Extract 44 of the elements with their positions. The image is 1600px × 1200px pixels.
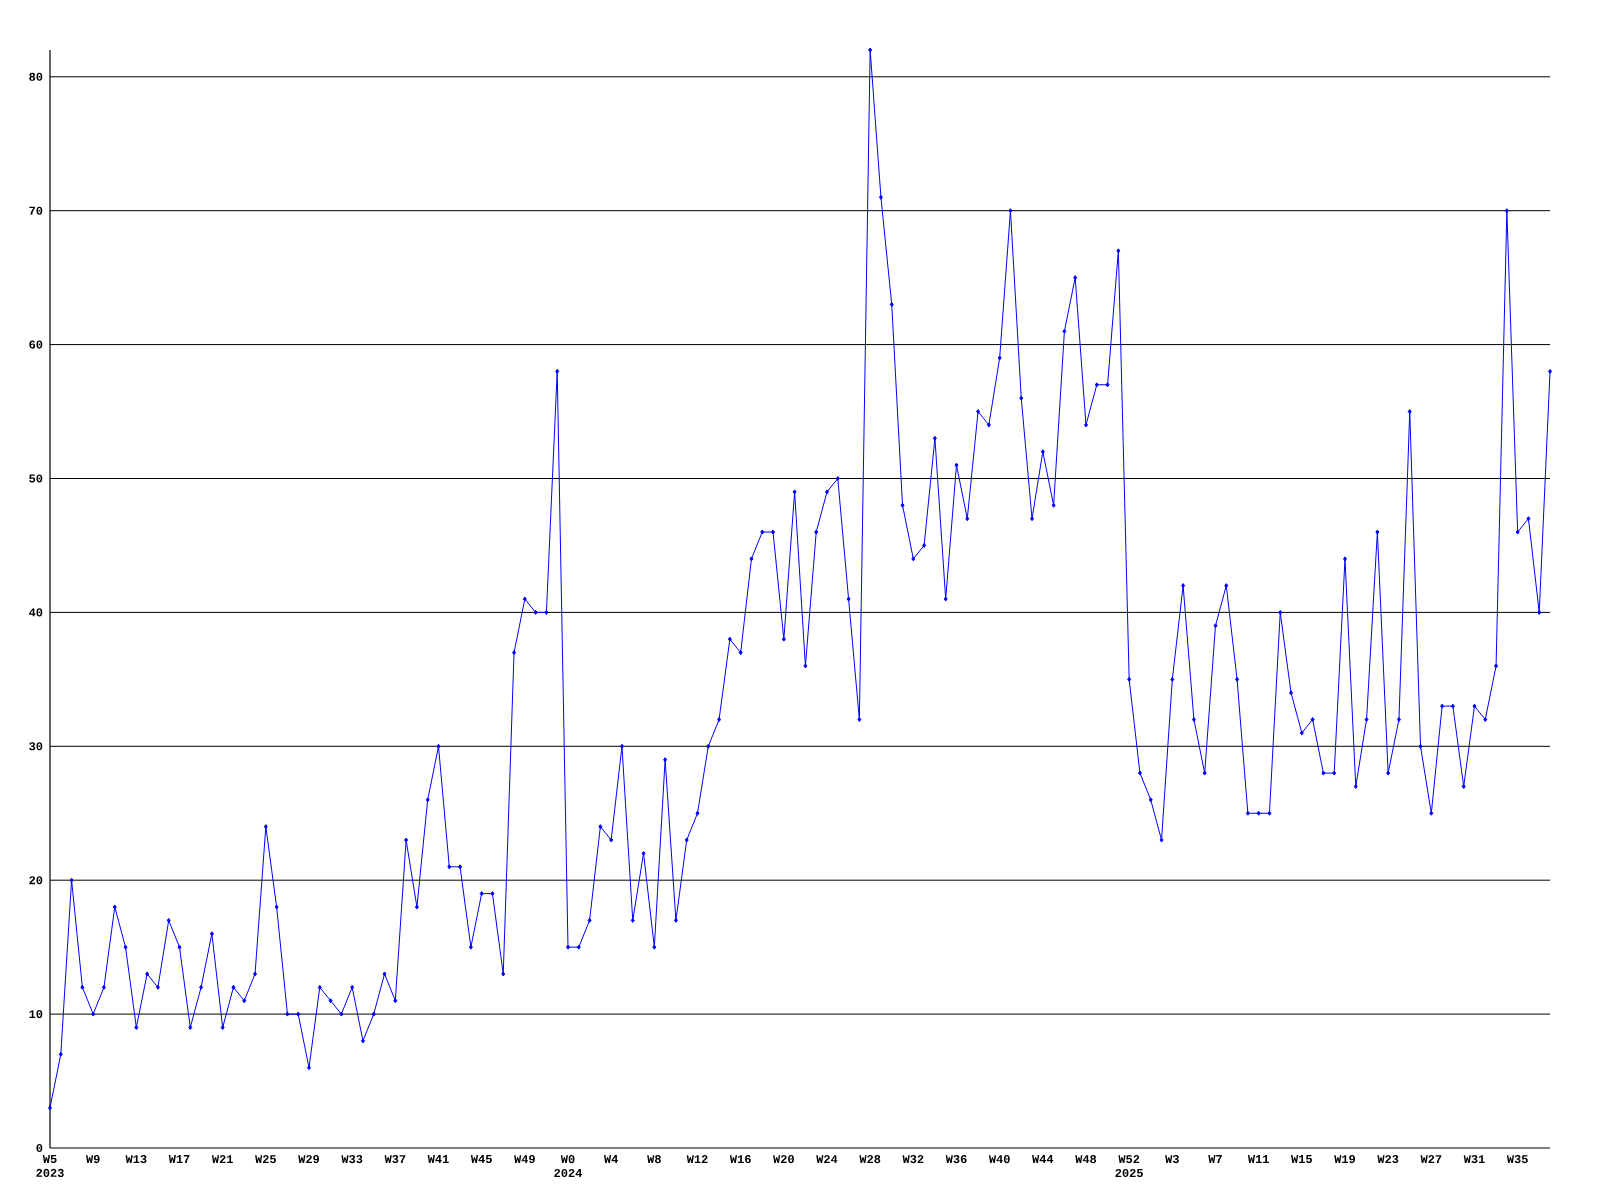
x-tick-label: W44 [1032, 1155, 1054, 1163]
x-tick-label: W48 [1075, 1155, 1097, 1164]
x-tick-label: W25 [255, 1155, 276, 1164]
x-tick-label: W13 [125, 1155, 147, 1164]
x-tick-label: W12 [686, 1155, 708, 1164]
x-tick-label: W16 [729, 1155, 751, 1164]
x-tick-label: W24 [816, 1155, 838, 1164]
x-tick-label: W8 [647, 1155, 661, 1164]
x-tick-label: W5 2023 [36, 1155, 64, 1177]
y-tick-label: 40 [29, 608, 43, 617]
x-tick-label: W0 2024 [554, 1155, 582, 1178]
x-tick-label: W35 [1506, 1155, 1528, 1164]
y-tick-label: 20 [29, 876, 43, 885]
x-tick-label: W9 [85, 1155, 100, 1164]
x-tick-label: W41 [427, 1155, 449, 1163]
x-tick-label: W19 [1334, 1155, 1356, 1164]
x-tick-label: W40 [988, 1155, 1010, 1164]
x-tick-label: W28 [859, 1155, 881, 1164]
x-tick-label: W3 [1165, 1155, 1179, 1164]
x-tick-label: W4 [603, 1155, 618, 1163]
y-tick-label: 80 [29, 72, 43, 81]
x-tick-label: W7 [1208, 1155, 1222, 1163]
y-tick-label: 60 [29, 340, 43, 349]
x-tick-label: W21 [211, 1155, 233, 1164]
y-tick-label: 30 [29, 742, 43, 751]
x-tick-label: W31 [1463, 1155, 1485, 1164]
y-tick-label: 50 [29, 474, 43, 483]
x-tick-label: W49 [514, 1155, 535, 1164]
x-tick-label: W45 [470, 1155, 492, 1164]
y-tick-label: 0 [36, 1143, 43, 1153]
x-tick-label: W23 [1377, 1155, 1399, 1164]
x-tick-label: W15 [1291, 1155, 1312, 1164]
x-tick-label: W11 [1247, 1155, 1269, 1163]
x-tick-label: W52 2025 [1115, 1155, 1143, 1178]
x-tick-label: W32 [902, 1155, 924, 1164]
x-tick-label: W36 [945, 1155, 967, 1164]
y-tick-label: 70 [29, 206, 43, 215]
x-tick-label: W17 [168, 1155, 190, 1163]
x-tick-label: W20 [773, 1155, 794, 1164]
x-tick-label: W29 [298, 1155, 320, 1164]
x-tick-label: W33 [341, 1155, 363, 1164]
x-tick-label: W27 [1420, 1155, 1442, 1164]
y-tick-label: 10 [29, 1010, 43, 1019]
x-tick-label: W37 [384, 1155, 406, 1164]
